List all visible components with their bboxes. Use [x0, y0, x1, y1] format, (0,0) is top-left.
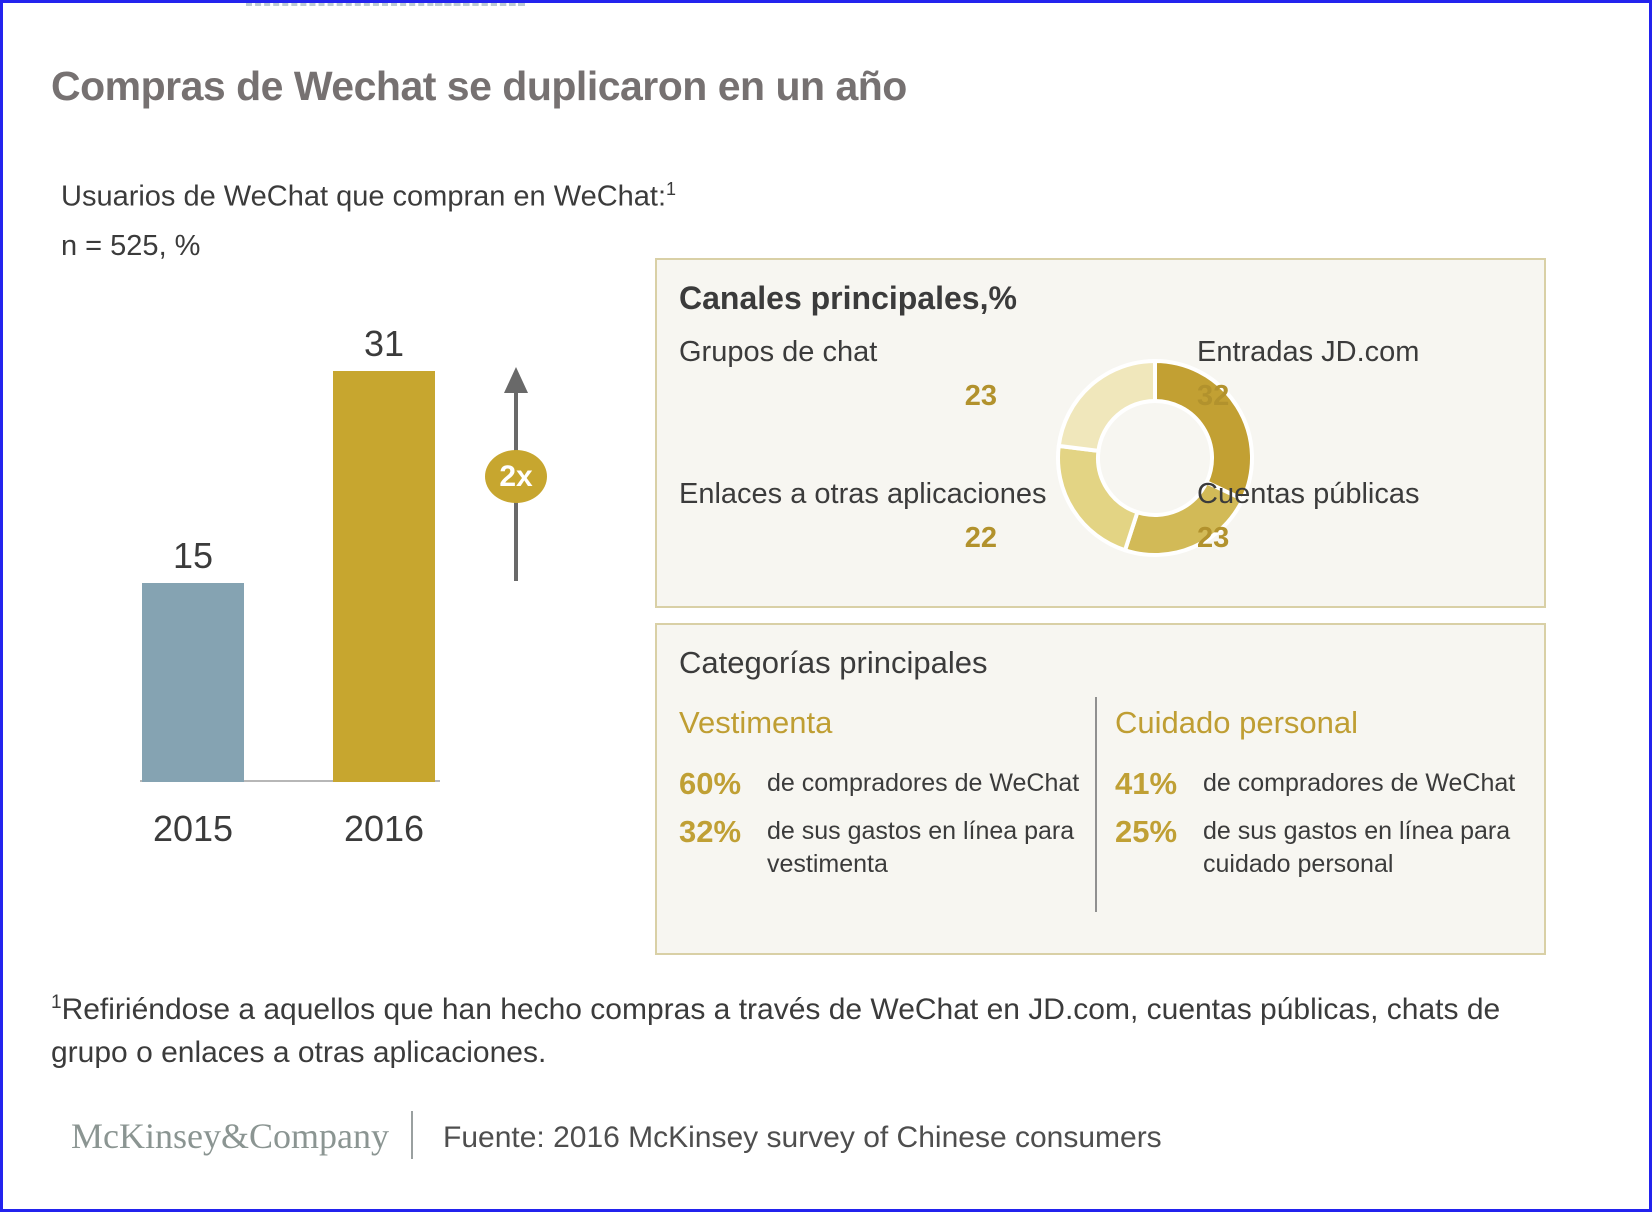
stat-percent: 60%: [679, 766, 742, 801]
bar-value-2015: 15: [172, 535, 214, 576]
donut-label-enlaces: Enlaces a otras aplicaciones: [679, 478, 1047, 510]
canales-panel: Canales principales,% Grupos de chat 23 …: [655, 258, 1546, 608]
growth-multiplier-badge: 2x: [485, 450, 547, 503]
category-column-cuidado-personal: Cuidado personal 41% de compradores de W…: [1115, 705, 1535, 895]
stat-row: 32% de sus gastos en línea para vestimen…: [679, 815, 1089, 881]
axis-label-2016: 2016: [343, 808, 425, 849]
donut-value-grupos-de-chat: 23: [964, 380, 997, 412]
donut-label-entradas-jdcom: Entradas JD.com: [1197, 336, 1420, 368]
footnote: 1Refiriéndose a aquellos que han hecho c…: [51, 981, 1531, 1074]
mckinsey-logo: McKinsey&Company: [71, 1116, 389, 1156]
categorias-panel-title: Categorías principales: [679, 645, 988, 680]
categorias-column-divider: [1095, 697, 1097, 912]
donut-value-enlaces: 22: [964, 522, 997, 554]
donut-segment-3: [1056, 359, 1157, 453]
subtitle-line2: n = 525, %: [61, 229, 201, 262]
donut-label-cuentas-publicas: Cuentas públicas: [1197, 478, 1420, 510]
footer-divider: [411, 1111, 413, 1159]
footnote-marker: 1: [51, 992, 62, 1013]
donut-value-entradas-jdcom: 32: [1197, 380, 1230, 412]
stat-row: 60% de compradores de WeChat: [679, 767, 1089, 801]
donut-segment-0: [1153, 359, 1254, 502]
stat-description: de sus gastos en línea para vestimenta: [767, 817, 1075, 878]
category-heading-vestimenta: Vestimenta: [679, 705, 833, 740]
bar-value-2016: 31: [363, 323, 405, 364]
stat-description: de sus gastos en línea para cuidado pers…: [1203, 817, 1511, 878]
stat-percent: 32%: [679, 814, 742, 849]
stat-row: 25% de sus gastos en línea para cuidado …: [1115, 815, 1535, 881]
category-column-vestimenta: Vestimenta 60% de compradores de WeChat …: [679, 705, 1089, 895]
axis-label-2015: 2015: [152, 808, 234, 849]
donut-label-grupos-de-chat: Grupos de chat: [679, 336, 878, 368]
source-text: Fuente: 2016 McKinsey survey of Chinese …: [443, 1121, 1162, 1154]
footnote-text: Refiriéndose a aquellos que han hecho co…: [51, 993, 1501, 1069]
stat-description: de compradores de WeChat: [767, 769, 1080, 797]
dashed-guide-bottom: [246, 3, 524, 6]
subtitle-line1: Usuarios de WeChat que compran en WeChat…: [61, 180, 667, 213]
donut-segment-2: [1056, 443, 1140, 553]
x-axis-baseline: [140, 780, 440, 782]
canales-panel-title: Canales principales,%: [679, 280, 1017, 316]
donut-value-cuentas-publicas: 23: [1197, 522, 1230, 554]
stat-description: de compradores de WeChat: [1203, 769, 1516, 797]
donut-chart: [1056, 359, 1254, 557]
categorias-panel: Categorías principales Vestimenta 60% de…: [655, 623, 1546, 955]
growth-arrow-head-icon: [504, 367, 528, 393]
footnote-marker-ref: 1: [666, 179, 677, 199]
category-heading-cuidado-personal: Cuidado personal: [1115, 705, 1359, 740]
stat-percent: 41%: [1115, 766, 1178, 801]
stat-percent: 25%: [1115, 814, 1178, 849]
bar-2016: [333, 371, 435, 782]
bar-2015: [142, 583, 244, 782]
stat-row: 41% de compradores de WeChat: [1115, 767, 1535, 801]
page-title: Compras de Wechat se duplicaron en un añ…: [51, 63, 907, 109]
chart-subtitle: Usuarios de WeChat que compran en WeChat…: [61, 165, 676, 271]
